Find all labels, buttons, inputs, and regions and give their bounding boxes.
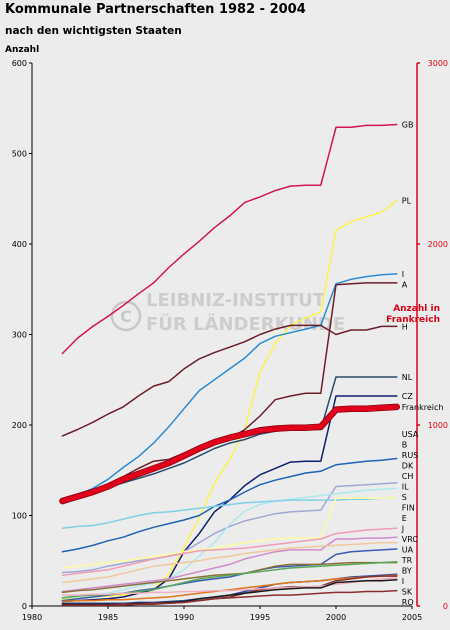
series-label-dk: DK [402,462,414,471]
series-label-j: J [401,525,404,534]
x-tick-label: 2000 [326,613,346,622]
series-line-usa [61,457,398,553]
right-axis-label-line-1: Anzahl in [393,304,440,314]
series-label-i: I [402,577,404,586]
right-tick-label: 0 [443,602,448,611]
series-label-nl: NL [402,373,413,382]
series-lines [59,123,401,606]
y-tick-label: 400 [12,240,27,249]
y-tick-label: 0 [22,602,27,611]
right-tick-label: 3000 [428,59,448,68]
y-axis-label: Anzahl [5,45,39,55]
series-line-ch [61,496,398,569]
y-tick-label: 500 [12,150,27,159]
chart-subtitle: nach den wichtigsten Staaten [5,25,182,37]
series-label-tr: TR [401,556,413,565]
series-label-a: A [402,280,408,289]
x-tick-label: 1980 [22,613,42,622]
series-label-b: B [402,441,408,450]
chart-title: Kommunale Partnerschaften 1982 - 2004 [5,2,306,17]
y-tick-label: 100 [12,512,27,521]
series-label-pl: PL [402,197,412,206]
watermark: C LEIBNIZ-INSTITUT FÜR LÄNDERKUNDE [110,290,345,335]
series-line-pl [61,199,398,600]
series-line-h [61,324,398,437]
series-label-cz: CZ [402,392,414,401]
copyright-icon [110,300,142,332]
series-line-i [61,577,398,596]
series-line-il [61,527,398,576]
series-label-ua: UA [402,546,414,555]
series-label-usa: USA [402,430,419,439]
series-label-vrc: VRC [402,535,419,544]
series-line-ro [61,589,398,606]
series-line-b [61,482,398,574]
x-tick-label: 1990 [174,613,194,622]
series-line-fin [61,541,398,584]
series-label-rus: RUS [402,451,419,460]
series-label-sk: SK [402,588,413,597]
series-label-ch: CH [402,472,414,481]
series-line-dk [61,496,398,529]
series-label-frankreich: Frankreich [402,403,444,412]
right-axis-label-line-2: Frankreich [386,315,440,325]
y-tick-label: 300 [12,331,27,340]
series-line-rus [61,487,398,599]
copyright-symbol: C [120,307,132,326]
series-label-by: BY [402,567,412,576]
right-tick-label: 2000 [428,240,448,249]
series-label-h: H [402,322,408,331]
x-tick-label: 2005 [402,613,422,622]
series-line-vrc [61,561,398,594]
series-label-e: E [402,514,407,523]
series-line-s [61,536,398,593]
series-line-i [61,273,398,500]
series-label-ro: RO [402,598,414,607]
series-label-fin: FIN [402,504,415,513]
x-tick-label: 1995 [250,613,270,622]
series-label-i: I [402,270,404,279]
series-label-s: S [402,493,407,502]
series-label-gb: GB [402,121,414,130]
x-tick-label: 1985 [98,613,118,622]
y-tick-label: 600 [12,59,27,68]
watermark-line-2: FÜR LÄNDERKUNDE [146,313,345,335]
axes: 0 100 200 300 400 500 600 1980 1985 1990 1995 2000 2… [12,59,448,622]
series-line-gb [61,123,398,355]
series-line-frankreich [59,404,400,504]
series-labels: GBPLIAHNLCZFrankreichUSABRUSDKCHILSFINEJ… [401,121,444,608]
watermark-line-1: LEIBNIZ-INSTITUT [146,290,326,311]
series-label-il: IL [402,483,409,492]
y-tick-label: 200 [12,421,27,430]
series-line-tr [61,574,398,603]
right-tick-label: 1000 [428,421,448,430]
